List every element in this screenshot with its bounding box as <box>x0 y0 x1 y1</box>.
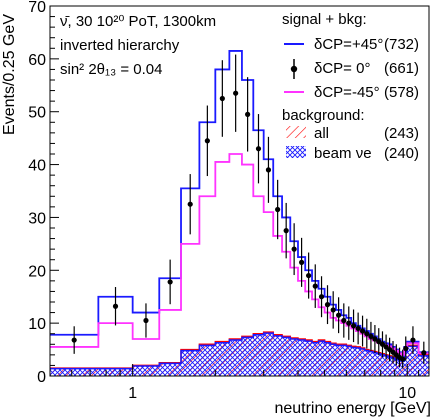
plot-frame <box>49 5 430 377</box>
annotation-line-3: sin² 2θ₁₃ = 0.04 <box>60 61 162 78</box>
data-point <box>245 111 251 117</box>
legend-marker-zero <box>290 65 298 73</box>
y-axis-label: Events/0.25 GeV <box>1 14 18 135</box>
y-tick-label: 60 <box>28 52 46 69</box>
background-beam-area <box>50 333 429 376</box>
y-tick-label: 20 <box>28 263 46 280</box>
legend-count-zero: (661) <box>384 60 419 77</box>
legend: signal + bkg: δCP=+45° (732) δCP= 0° (66… <box>282 11 419 162</box>
data-point <box>318 294 325 300</box>
data-point <box>324 302 331 308</box>
data-point <box>346 320 352 326</box>
legend-swatch-all <box>286 126 306 138</box>
data-point <box>275 206 281 213</box>
axes: 0 10 20 30 40 50 60 70 1 10 <box>28 0 420 402</box>
data-point <box>372 336 378 342</box>
legend-label-minus45: δCP=-45° <box>314 84 380 101</box>
data-point <box>364 331 370 337</box>
data-point <box>291 246 297 252</box>
data-point <box>143 317 149 324</box>
legend-count-plus45: (732) <box>384 36 419 53</box>
series-line-minus45 <box>50 153 429 356</box>
y-tick-label: 0 <box>37 369 46 386</box>
data-point <box>410 337 416 343</box>
legend-count-all: (243) <box>384 125 419 142</box>
y-tick-label: 10 <box>28 316 46 333</box>
data-point <box>112 303 119 309</box>
data-point <box>359 328 366 334</box>
data-point <box>368 333 374 339</box>
data-point <box>71 337 77 343</box>
legend-label-zero: δCP= 0° <box>314 60 370 77</box>
data-point <box>306 272 312 279</box>
data-point <box>341 317 347 324</box>
data-point <box>421 350 427 356</box>
legend-label-beam: beam νe <box>314 145 372 162</box>
data-point <box>336 312 342 318</box>
data-point <box>379 341 386 347</box>
x-tick-label: 10 <box>398 385 416 402</box>
data-point <box>283 228 289 234</box>
data-point <box>376 339 382 345</box>
legend-count-minus45: (578) <box>384 84 419 101</box>
annotation: ν̄, 30 10²⁰ PoT, 1300km inverted hierarc… <box>60 13 216 78</box>
legend-swatch-beam <box>286 146 306 158</box>
y-tick-label: 40 <box>28 158 46 175</box>
legend-header-signal: signal + bkg: <box>282 11 367 28</box>
data-point <box>204 138 210 144</box>
data-point <box>350 323 357 329</box>
data-point <box>219 95 225 102</box>
data-point <box>298 259 305 265</box>
legend-header-background: background: <box>282 107 365 124</box>
plot-area <box>50 50 429 376</box>
data-point <box>187 201 193 207</box>
y-tick-label: 50 <box>28 105 46 122</box>
annotation-line-2: inverted hierarchy <box>60 37 180 54</box>
data-point <box>403 345 409 352</box>
x-tick-label: 1 <box>128 385 137 402</box>
data-point <box>265 167 272 173</box>
data-point <box>312 283 318 289</box>
data-point <box>167 279 173 285</box>
y-tick-label: 70 <box>28 0 46 16</box>
y-tick-label: 30 <box>28 210 46 227</box>
legend-label-plus45: δCP=+45° <box>314 36 383 53</box>
legend-label-all: all <box>314 125 329 142</box>
data-point <box>330 307 336 313</box>
data-point <box>400 356 406 362</box>
data-point <box>255 146 262 152</box>
legend-count-beam: (240) <box>384 145 419 162</box>
x-axis-label: neutrino energy [GeV] <box>274 400 431 417</box>
data-point <box>233 90 239 96</box>
background-beam-outline <box>50 332 429 370</box>
annotation-line-1: ν̄, 30 10²⁰ PoT, 1300km <box>60 13 216 30</box>
data-point <box>355 325 361 332</box>
